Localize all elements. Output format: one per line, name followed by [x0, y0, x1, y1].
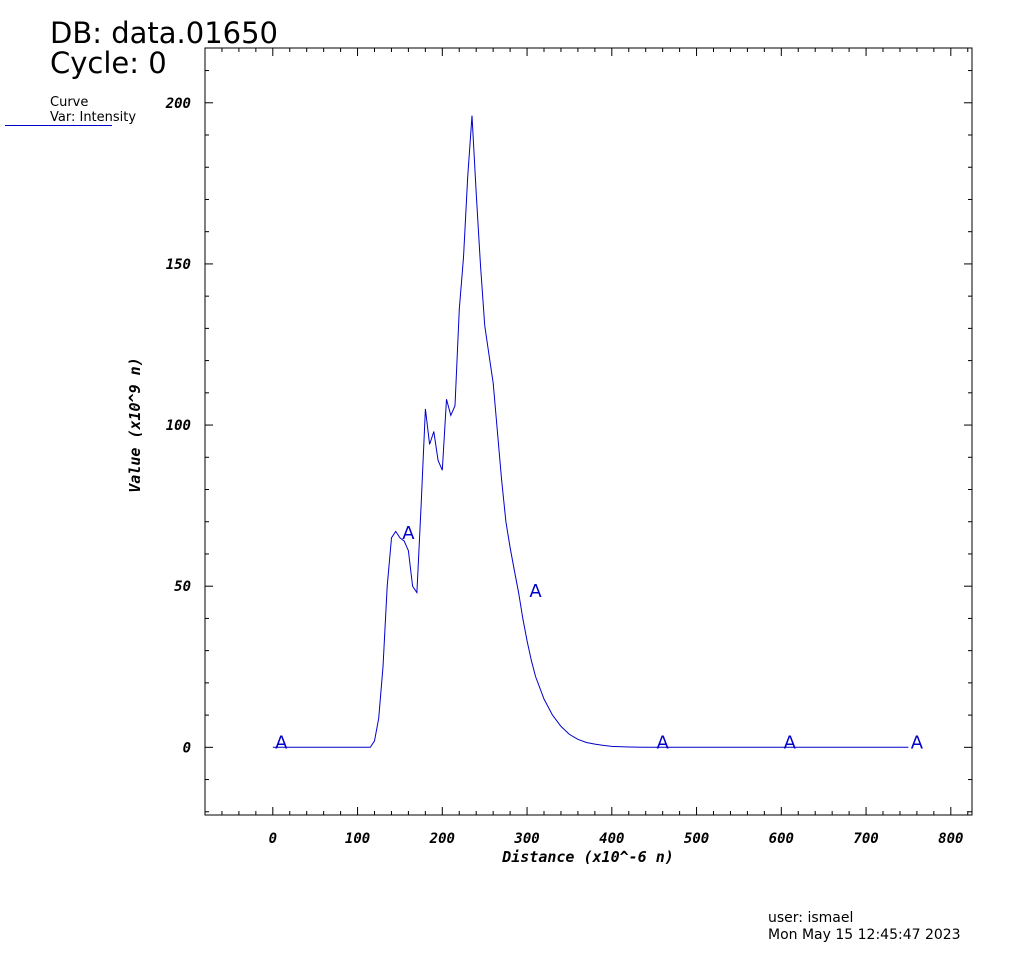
x-tick-label: 800: [938, 831, 963, 847]
legend-variable: Var: Intensity: [50, 110, 137, 125]
x-tick-label: 300: [513, 831, 539, 847]
curve-marker-label: A: [275, 732, 288, 753]
y-tick-label: 100: [166, 418, 191, 434]
legend-title: Curve: [50, 95, 89, 110]
curve-marker-label: A: [911, 732, 924, 753]
y-tick-label: 150: [166, 257, 191, 273]
y-tick-label: 50: [174, 579, 191, 595]
curve-markers: A A A A A A: [275, 523, 924, 753]
y-tick-label: 200: [165, 96, 191, 112]
x-tick-label: 700: [853, 831, 878, 847]
curve-marker-label: A: [529, 581, 542, 602]
x-axis-title: Distance (x10^-6 n): [501, 848, 674, 866]
timestamp: Mon May 15 12:45:47 2023: [768, 927, 961, 943]
y-axis-title: Value (x10^9 n): [126, 357, 144, 492]
user-label: user: ismael: [768, 910, 854, 926]
curve-marker-label: A: [784, 732, 797, 753]
intensity-series-line: [272, 115, 909, 748]
x-tick-label: 600: [769, 831, 794, 847]
curve-marker-label: A: [402, 523, 415, 544]
axis-tick-labels: 0 100 200 300 400 500 600 700 800 0 50 100 150 200: [165, 96, 964, 847]
cycle-label: Cycle: 0: [50, 46, 167, 80]
legend-line-swatch: [5, 125, 112, 126]
x-tick-label: 500: [684, 831, 709, 847]
x-tick-label: 100: [345, 831, 370, 847]
x-tick-label: 0: [269, 831, 277, 847]
x-tick-label: 200: [429, 831, 455, 847]
series-group: [272, 115, 909, 748]
plot-frame: [204, 47, 973, 816]
y-tick-label: 0: [183, 740, 191, 756]
axis-ticks: [205, 48, 972, 815]
database-title: DB: data.01650: [50, 16, 279, 50]
curve-marker-label: A: [656, 732, 669, 753]
x-tick-label: 400: [599, 831, 624, 847]
